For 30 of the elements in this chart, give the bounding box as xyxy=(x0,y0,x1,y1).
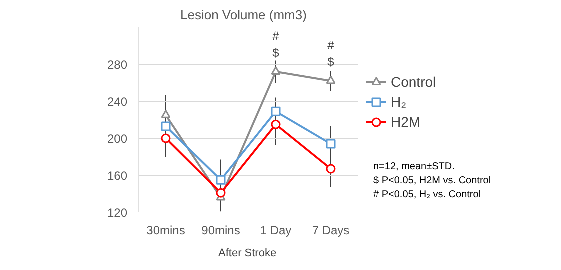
legend-label: Control xyxy=(391,74,436,90)
y-tick-label: 160 xyxy=(107,169,128,183)
text: n=12, mean±STD. xyxy=(374,162,455,172)
y-tick-label: 240 xyxy=(107,95,128,109)
point xyxy=(271,106,281,116)
annotation: # $ xyxy=(328,38,335,70)
y-tick-label: 200 xyxy=(107,132,128,146)
point xyxy=(271,120,281,130)
point xyxy=(161,134,171,144)
text: $ P<0.05, H2M vs. Control xyxy=(374,176,492,186)
chart-title: Lesion Volume (mm3) xyxy=(180,8,307,22)
y-tick-label: 280 xyxy=(107,58,128,72)
x-tick-label: 30mins xyxy=(146,224,186,238)
legend-label: H₂ xyxy=(391,94,408,110)
point xyxy=(326,164,336,174)
y-tick-label: 120 xyxy=(107,206,128,220)
point xyxy=(271,66,281,75)
x-tick-label: 7 Days xyxy=(312,224,350,238)
x-tick-label: 1 Day xyxy=(260,224,292,238)
point xyxy=(326,139,336,149)
annotation: # $ xyxy=(272,29,280,60)
text: # P<0.05, H₂ vs. Control xyxy=(374,190,482,200)
point xyxy=(216,188,226,198)
legend-label: H2M xyxy=(391,114,421,130)
point xyxy=(216,175,226,185)
point xyxy=(161,122,171,132)
x-tick-label: 90mins xyxy=(202,224,240,238)
point xyxy=(326,76,336,84)
x-axis-title: After Stroke xyxy=(218,248,277,260)
point xyxy=(161,110,171,118)
